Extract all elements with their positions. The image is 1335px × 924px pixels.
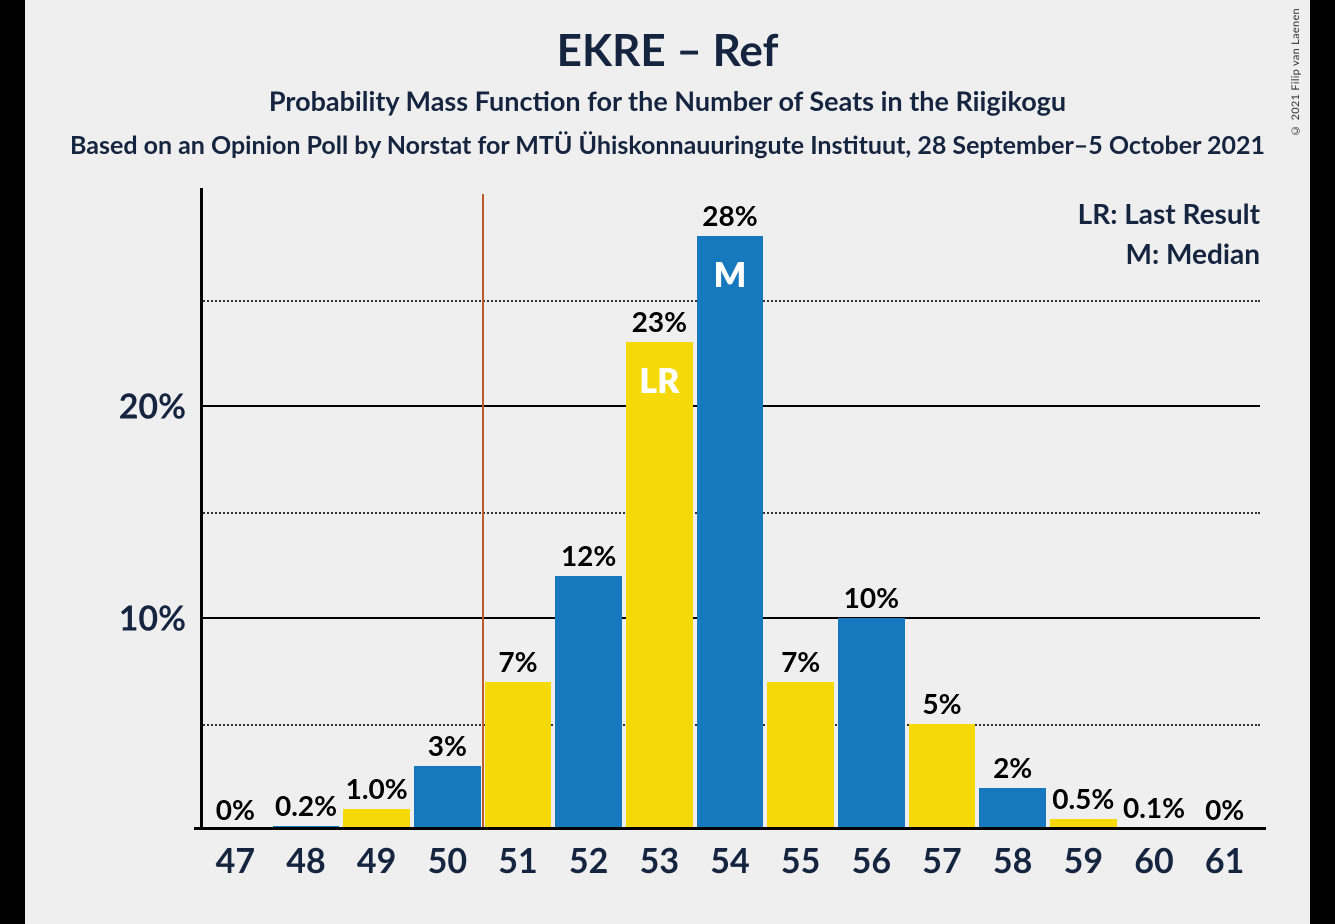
bar-value-label: 0.1% — [1123, 790, 1185, 828]
bar — [767, 682, 833, 830]
bar-value-label: 0.2% — [275, 788, 337, 826]
x-tick-label: 61 — [1205, 830, 1244, 881]
bar-value-label: 10% — [844, 580, 899, 618]
bar-value-label: 7% — [781, 644, 820, 682]
bar — [909, 724, 975, 830]
x-tick-label: 47 — [216, 830, 255, 881]
x-tick-label: 55 — [781, 830, 820, 881]
x-tick-label: 58 — [993, 830, 1032, 881]
bar — [979, 788, 1045, 830]
x-tick-label: 48 — [286, 830, 325, 881]
bar — [697, 236, 763, 830]
y-axis — [200, 188, 203, 830]
chart-source-line: Based on an Opinion Poll by Norstat for … — [25, 130, 1310, 160]
legend-lr: LR: Last Result — [1078, 196, 1260, 230]
bar-value-label: 1.0% — [346, 771, 408, 809]
bar — [555, 576, 621, 830]
x-tick-label: 59 — [1064, 830, 1103, 881]
x-tick-label: 49 — [357, 830, 396, 881]
x-tick-label: 51 — [498, 830, 537, 881]
y-tick-label: 10% — [119, 598, 200, 639]
chart-title: EKRE – Ref — [25, 24, 1310, 76]
chart-canvas: EKRE – Ref Probability Mass Function for… — [25, 0, 1310, 924]
copyright-text: © 2021 Filip van Laenen — [1289, 8, 1302, 137]
x-axis — [194, 827, 1266, 830]
median-marker: M — [714, 254, 747, 295]
bar-value-label: 28% — [702, 198, 757, 236]
bar — [414, 766, 480, 830]
bar-value-label: 3% — [428, 728, 467, 766]
x-tick-label: 50 — [428, 830, 467, 881]
bar — [485, 682, 551, 830]
legend-median: M: Median — [1126, 236, 1260, 270]
bar-value-label: 5% — [922, 686, 961, 724]
x-tick-label: 54 — [710, 830, 749, 881]
bar-value-label: 7% — [498, 644, 537, 682]
lr-marker: LR — [639, 360, 679, 401]
x-tick-label: 56 — [852, 830, 891, 881]
bar-value-label: 12% — [561, 538, 616, 576]
bar — [626, 342, 692, 830]
bar-value-label: 2% — [993, 750, 1032, 788]
bar-value-label: 23% — [632, 304, 687, 342]
bar — [838, 618, 904, 830]
bar-value-label: 0.5% — [1052, 781, 1114, 819]
x-tick-label: 53 — [640, 830, 679, 881]
x-tick-label: 52 — [569, 830, 608, 881]
y-tick-label: 20% — [119, 386, 200, 427]
bar-value-label: 0% — [1205, 792, 1244, 830]
last-result-reference-line — [482, 194, 484, 830]
chart-subtitle: Probability Mass Function for the Number… — [25, 84, 1310, 117]
x-tick-label: 60 — [1134, 830, 1173, 881]
plot-area: 10%20%0%470.2%481.0%493%507%5112%5223%53… — [200, 194, 1260, 830]
x-tick-label: 57 — [922, 830, 961, 881]
bar-value-label: 0% — [216, 792, 255, 830]
